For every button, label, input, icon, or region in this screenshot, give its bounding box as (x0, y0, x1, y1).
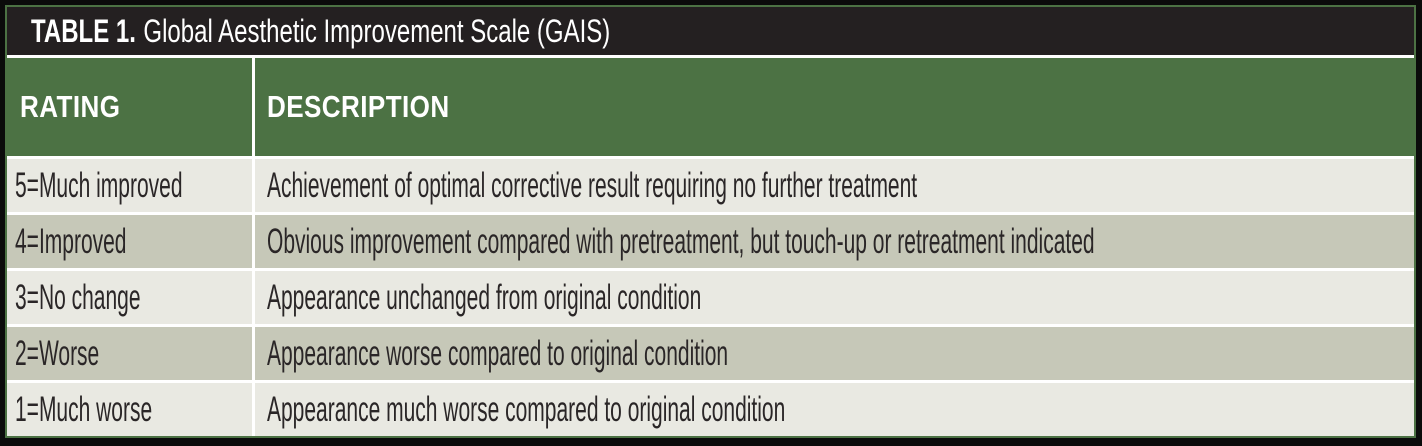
column-header-rating-label: RATING (20, 89, 121, 124)
table-title-bar: TABLE 1. Global Aesthetic Improvement Sca… (7, 7, 1414, 55)
column-header-rating: RATING (7, 58, 252, 156)
row-3-description: Appearance unchanged from original condi… (267, 277, 702, 317)
table-grid: RATING DESCRIPTION 5=Much improved Achie… (7, 55, 1414, 436)
row-1-description-cell: Achievement of optimal corrective result… (255, 159, 1414, 212)
row-3-rating: 3=No change (15, 277, 141, 317)
table-number-label: TABLE 1. (31, 12, 136, 49)
row-5-rating: 1=Much worse (15, 389, 153, 429)
row-1-rating-cell: 5=Much improved (7, 159, 252, 212)
row-4-description-cell: Appearance worse compared to original co… (255, 327, 1414, 380)
row-2-description-cell: Obvious improvement compared with pretre… (255, 215, 1414, 268)
row-2-rating: 4=Improved (15, 221, 127, 261)
row-4-description: Appearance worse compared to original co… (267, 333, 729, 373)
row-5-rating-cell: 1=Much worse (7, 383, 252, 436)
row-5-description-cell: Appearance much worse compared to origin… (255, 383, 1414, 436)
row-4-rating: 2=Worse (15, 333, 100, 373)
row-3-description-cell: Appearance unchanged from original condi… (255, 271, 1414, 324)
row-2-rating-cell: 4=Improved (7, 215, 252, 268)
column-header-description: DESCRIPTION (255, 58, 1414, 156)
table-body: TABLE 1. Global Aesthetic Improvement Sca… (5, 5, 1416, 438)
row-1-description: Achievement of optimal corrective result… (267, 165, 918, 205)
row-5-description: Appearance much worse compared to origin… (267, 389, 786, 429)
row-4-rating-cell: 2=Worse (7, 327, 252, 380)
column-header-description-label: DESCRIPTION (267, 89, 450, 124)
row-1-rating: 5=Much improved (15, 165, 183, 205)
table-title-text: Global Aesthetic Improvement Scale (GAIS… (143, 12, 611, 49)
row-2-description: Obvious improvement compared with pretre… (267, 221, 1095, 261)
row-3-rating-cell: 3=No change (7, 271, 252, 324)
table-title: TABLE 1. Global Aesthetic Improvement Sca… (31, 13, 610, 50)
